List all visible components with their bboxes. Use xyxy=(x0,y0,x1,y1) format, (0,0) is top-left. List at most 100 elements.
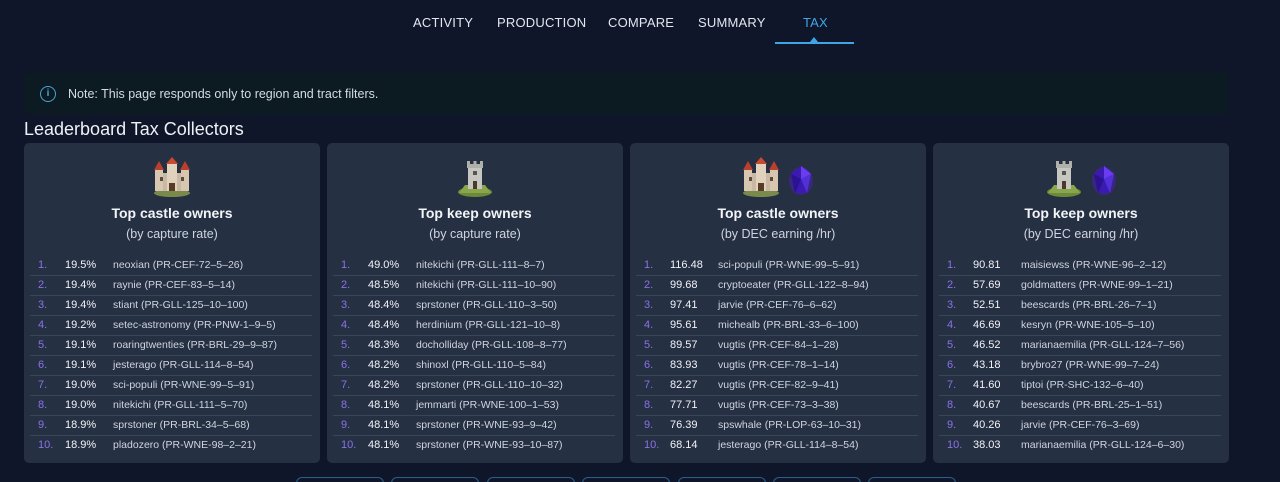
castle-icon xyxy=(741,157,781,197)
owner: neoxian (PR-CEF-72–5–26) xyxy=(113,256,243,275)
bottom-button[interactable] xyxy=(391,477,479,482)
rank: 4. xyxy=(341,316,350,335)
list-item: 7. 82.27 vugtis (PR-CEF-82–9–41) xyxy=(636,376,918,396)
list-item: 2. 57.69 goldmatters (PR-WNE-99–1–21) xyxy=(939,276,1221,296)
owner: nitekichi (PR-GLL-111–10–90) xyxy=(416,276,556,295)
value: 48.4% xyxy=(368,316,399,335)
value: 48.2% xyxy=(368,356,399,375)
value: 52.51 xyxy=(973,296,1001,315)
value: 82.27 xyxy=(670,376,698,395)
tab-bar: ACTIVITY PRODUCTION COMPARE SUMMARY TAX xyxy=(0,0,1280,44)
owner: spswhale (PR-LOP-63–10–31) xyxy=(718,416,861,435)
list-item: 8. 48.1% jemmarti (PR-WNE-100–1–53) xyxy=(333,396,615,416)
rank: 7. xyxy=(38,376,47,395)
rank: 9. xyxy=(341,416,350,435)
value: 19.4% xyxy=(65,276,96,295)
rank: 4. xyxy=(38,316,47,335)
list-item: 3. 48.4% sprstoner (PR-GLL-110–3–50) xyxy=(333,296,615,316)
owner: sprstoner (PR-BRL-34–5–68) xyxy=(113,416,250,435)
list-item: 9. 40.26 jarvie (PR-CEF-76–3–69) xyxy=(939,416,1221,436)
owner: jarvie (PR-CEF-76–3–69) xyxy=(1021,416,1139,435)
value: 19.2% xyxy=(65,316,96,335)
owner: goldmatters (PR-WNE-99–1–21) xyxy=(1021,276,1173,295)
value: 68.14 xyxy=(670,436,698,455)
rank: 5. xyxy=(644,336,653,355)
value: 76.39 xyxy=(670,416,698,435)
card-subtitle: (by capture rate) xyxy=(24,227,320,241)
owner: vugtis (PR-CEF-84–1–28) xyxy=(718,336,839,355)
rank: 3. xyxy=(341,296,350,315)
leaderboard-list: 1. 19.5% neoxian (PR-CEF-72–5–26) 2. 19.4% r… xyxy=(30,256,312,456)
owner: sprstoner (PR-WNE-93–10–87) xyxy=(416,436,562,455)
rank: 8. xyxy=(341,396,350,415)
rank: 10. xyxy=(38,436,53,455)
list-item: 8. 19.0% nitekichi (PR-GLL-111–5–70) xyxy=(30,396,312,416)
owner: shinoxl (PR-GLL-110–5–84) xyxy=(416,356,546,375)
rank: 9. xyxy=(38,416,47,435)
value: 77.71 xyxy=(670,396,698,415)
value: 48.5% xyxy=(368,276,399,295)
bottom-button[interactable] xyxy=(773,477,861,482)
list-item: 7. 19.0% sci-populi (PR-WNE-99–5–91) xyxy=(30,376,312,396)
rank: 4. xyxy=(947,316,956,335)
tab-production[interactable]: PRODUCTION xyxy=(497,15,586,30)
bottom-button[interactable] xyxy=(487,477,575,482)
owner: jesterago (PR-GLL-114–8–54) xyxy=(718,436,858,455)
card-subtitle: (by capture rate) xyxy=(327,227,623,241)
bottom-button[interactable] xyxy=(582,477,670,482)
card-title: Top castle owners xyxy=(630,205,926,221)
value: 40.26 xyxy=(973,416,1001,435)
owner: vugtis (PR-CEF-78–1–14) xyxy=(718,356,839,375)
card-subtitle: (by DEC earning /hr) xyxy=(630,227,926,241)
tab-summary[interactable]: SUMMARY xyxy=(698,15,766,30)
list-item: 6. 48.2% shinoxl (PR-GLL-110–5–84) xyxy=(333,356,615,376)
owner: docholliday (PR-GLL-108–8–77) xyxy=(416,336,567,355)
owner: setec-astronomy (PR-PNW-1–9–5) xyxy=(113,316,276,335)
bottom-button[interactable] xyxy=(678,477,766,482)
rank: 3. xyxy=(38,296,47,315)
rank: 2. xyxy=(644,276,653,295)
tab-tax[interactable]: TAX xyxy=(803,15,828,30)
owner: stiant (PR-GLL-125–10–100) xyxy=(113,296,248,315)
bottom-button[interactable] xyxy=(868,477,956,482)
value: 46.52 xyxy=(973,336,1001,355)
list-item: 6. 83.93 vugtis (PR-CEF-78–1–14) xyxy=(636,356,918,376)
rank: 6. xyxy=(947,356,956,375)
list-item: 5. 48.3% docholliday (PR-GLL-108–8–77) xyxy=(333,336,615,356)
dec-crystal-icon xyxy=(787,163,815,197)
list-item: 4. 95.61 michealb (PR-BRL-33–6–100) xyxy=(636,316,918,336)
leaderboard-list: 1. 116.48 sci-populi (PR-WNE-99–5–91) 2. 99… xyxy=(636,256,918,456)
rank: 1. xyxy=(341,256,350,275)
owner: vugtis (PR-CEF-82–9–41) xyxy=(718,376,839,395)
owner: vugtis (PR-CEF-73–3–38) xyxy=(718,396,839,415)
list-item: 3. 19.4% stiant (PR-GLL-125–10–100) xyxy=(30,296,312,316)
value: 40.67 xyxy=(973,396,1001,415)
leaderboard-list: 1. 90.81 maisiewss (PR-WNE-96–2–12) 2. 57.6… xyxy=(939,256,1221,456)
info-note: i Note: This page responds only to regio… xyxy=(24,73,1228,114)
section-title: Leaderboard Tax Collectors xyxy=(24,119,244,140)
tab-compare[interactable]: COMPARE xyxy=(608,15,674,30)
value: 43.18 xyxy=(973,356,1001,375)
tab-activity[interactable]: ACTIVITY xyxy=(413,15,473,30)
value: 95.61 xyxy=(670,316,698,335)
rank: 2. xyxy=(38,276,47,295)
list-item: 8. 40.67 beescards (PR-BRL-25–1–51) xyxy=(939,396,1221,416)
card-title: Top keep owners xyxy=(327,205,623,221)
rank: 1. xyxy=(38,256,47,275)
list-item: 1. 19.5% neoxian (PR-CEF-72–5–26) xyxy=(30,256,312,276)
owner: roaringtwenties (PR-BRL-29–9–87) xyxy=(113,336,277,355)
rank: 5. xyxy=(341,336,350,355)
rank: 2. xyxy=(947,276,956,295)
value: 48.1% xyxy=(368,396,399,415)
value: 48.4% xyxy=(368,296,399,315)
owner: beescards (PR-BRL-26–7–1) xyxy=(1021,296,1156,315)
list-item: 5. 89.57 vugtis (PR-CEF-84–1–28) xyxy=(636,336,918,356)
bottom-button[interactable] xyxy=(296,477,384,482)
rank: 6. xyxy=(38,356,47,375)
info-icon: i xyxy=(40,86,56,102)
rank: 6. xyxy=(341,356,350,375)
owner: nitekichi (PR-GLL-111–8–7) xyxy=(416,256,545,275)
owner: sci-populi (PR-WNE-99–5–91) xyxy=(113,376,254,395)
owner: pladozero (PR-WNE-98–2–21) xyxy=(113,436,256,455)
rank: 3. xyxy=(947,296,956,315)
